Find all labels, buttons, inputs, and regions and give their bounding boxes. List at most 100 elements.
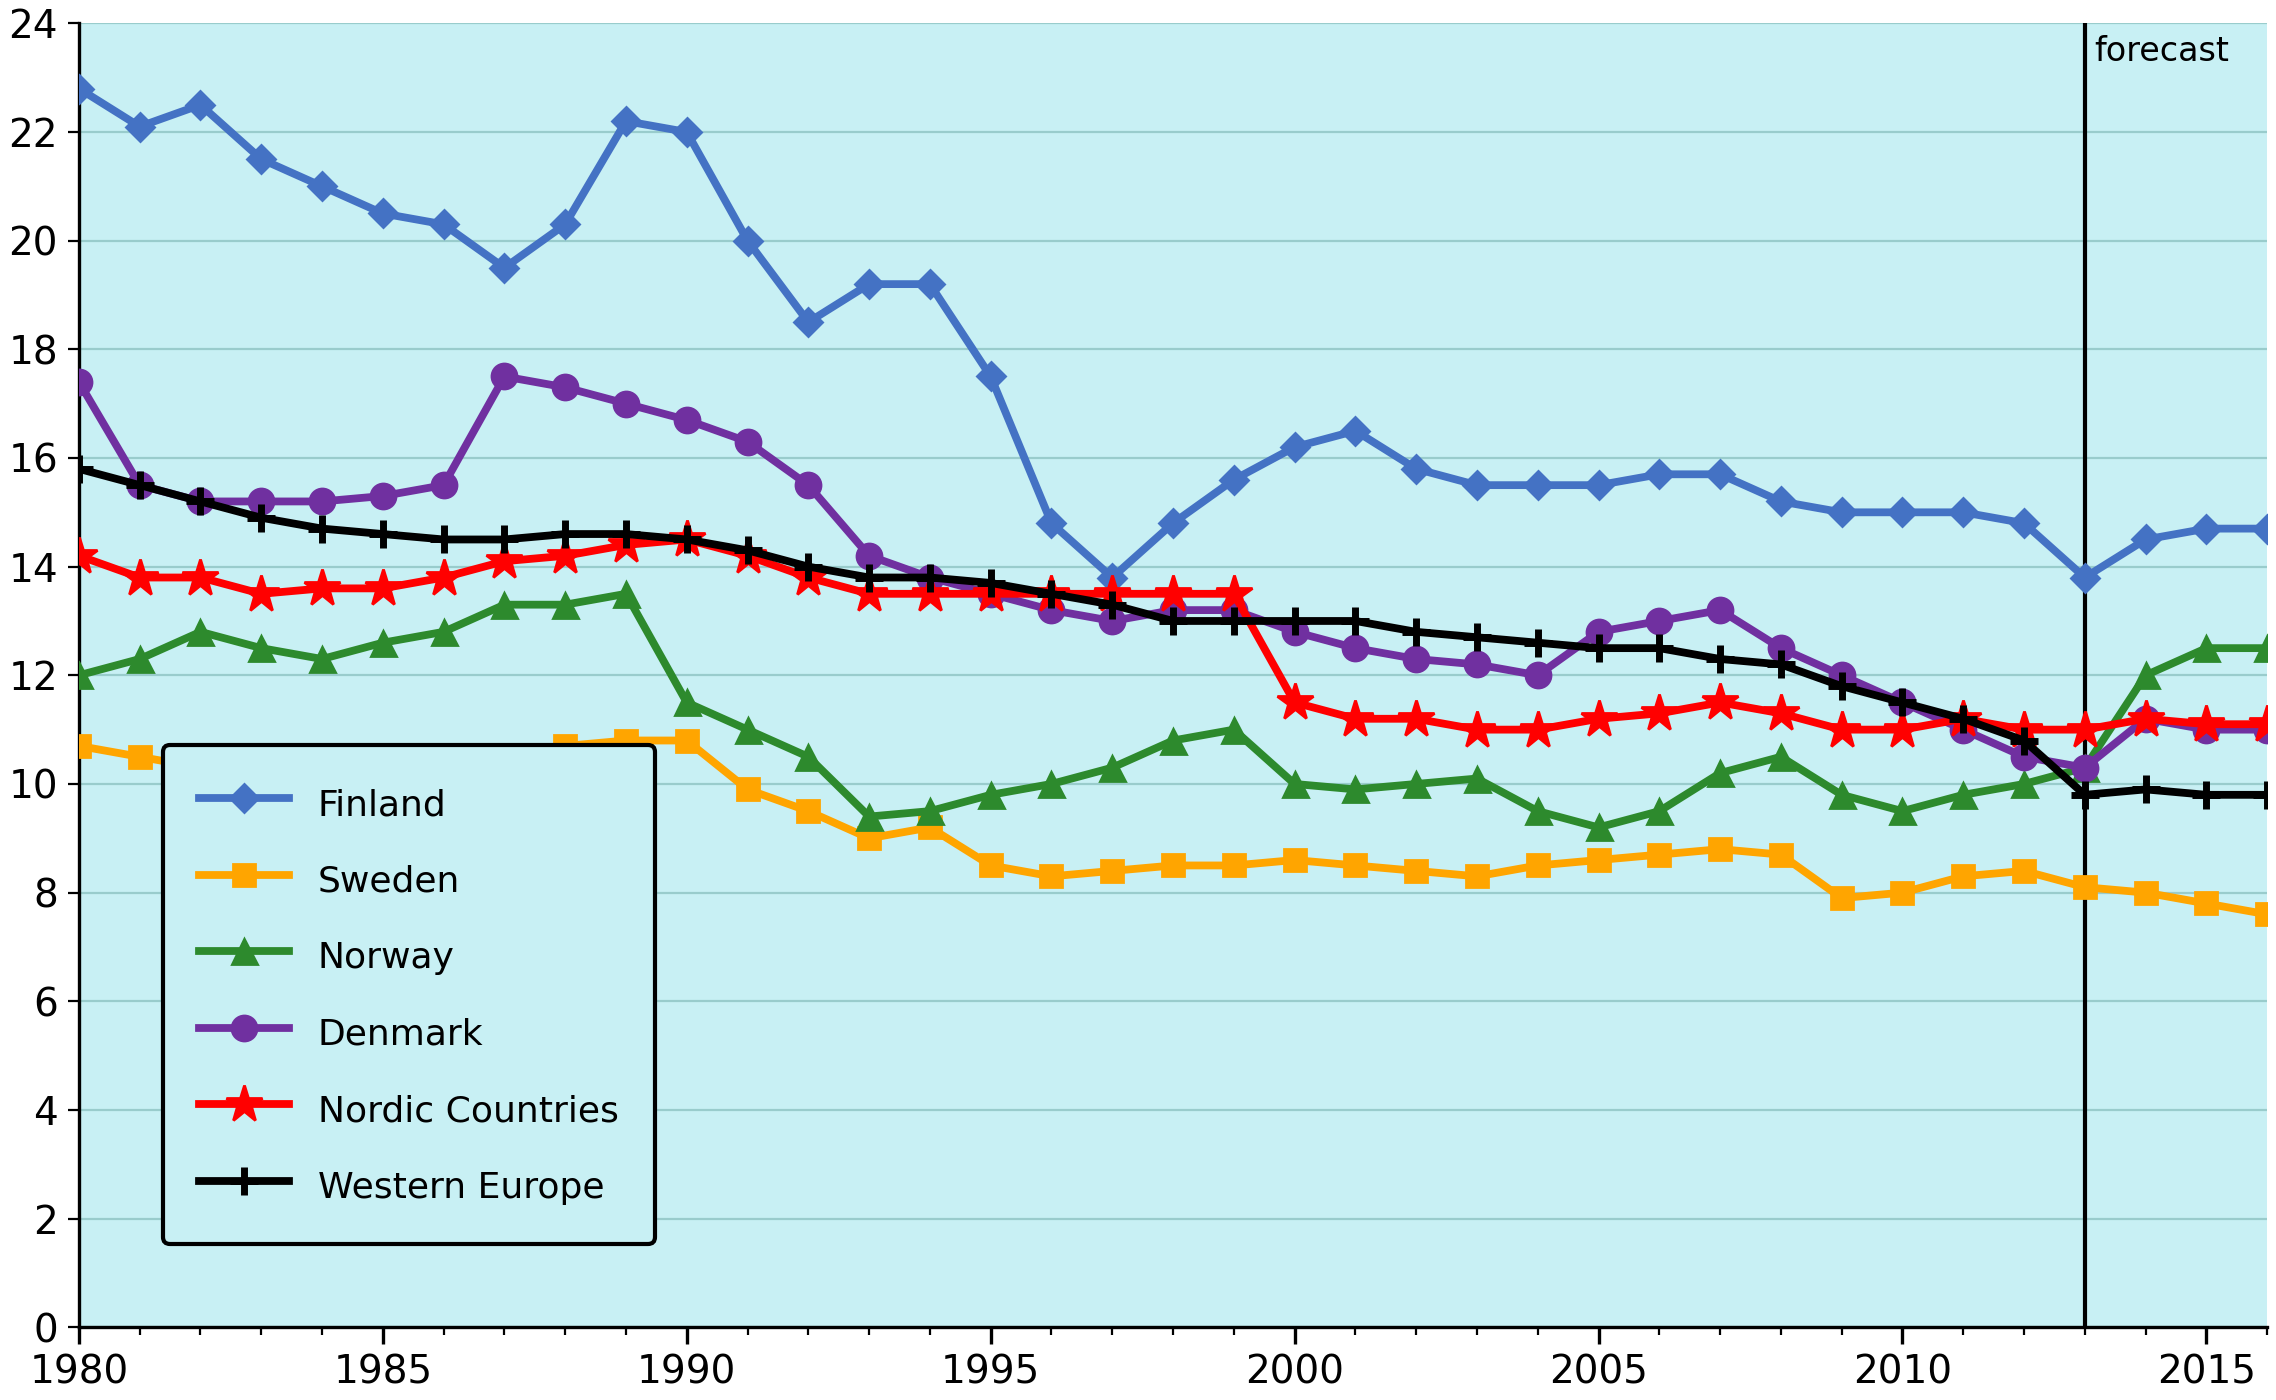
Denmark	[310, 493, 337, 510]
Western Europe	[369, 525, 396, 542]
Western Europe	[2071, 787, 2098, 804]
Finland	[1766, 493, 1793, 510]
Western Europe	[1281, 613, 1309, 630]
Nordic Countries	[1828, 721, 1855, 738]
Sweden	[125, 749, 152, 766]
Nordic Countries	[1158, 585, 1186, 602]
Sweden	[1766, 846, 1793, 862]
Finland	[551, 216, 578, 232]
Denmark	[492, 368, 519, 385]
Denmark	[125, 477, 152, 494]
Finland	[187, 97, 214, 113]
Denmark	[248, 493, 275, 510]
Nordic Countries	[1889, 721, 1916, 738]
Nordic Countries	[1220, 585, 1247, 602]
Nordic Countries	[1402, 710, 1429, 727]
Western Europe	[917, 570, 945, 587]
Legend: Finland, Sweden, Norway, Denmark, Nordic Countries, Western Europe: Finland, Sweden, Norway, Denmark, Nordic…	[162, 745, 655, 1245]
Finland	[1707, 466, 1734, 483]
Western Europe	[430, 531, 457, 547]
Western Europe	[612, 525, 640, 542]
Norway	[2071, 759, 2098, 776]
Nordic Countries	[1038, 585, 1065, 602]
Norway	[1099, 759, 1127, 776]
Finland	[1220, 472, 1247, 489]
Denmark	[66, 374, 93, 391]
Norway	[310, 651, 337, 668]
Finland	[1889, 504, 1916, 521]
Sweden	[2253, 906, 2276, 923]
Sweden	[187, 759, 214, 776]
Finland	[1402, 461, 1429, 477]
Sweden	[1646, 846, 1673, 862]
Finland	[1281, 438, 1309, 455]
Denmark	[369, 487, 396, 504]
Finland	[430, 216, 457, 232]
Finland	[674, 123, 701, 140]
Denmark	[1766, 640, 1793, 657]
Norway	[551, 596, 578, 613]
Norway	[794, 749, 822, 766]
Finland	[856, 276, 883, 293]
Western Europe	[1828, 678, 1855, 694]
Denmark	[1828, 666, 1855, 683]
Western Europe	[1402, 623, 1429, 640]
Denmark	[1646, 613, 1673, 630]
Norway	[66, 666, 93, 683]
Sweden	[1220, 857, 1247, 874]
Norway	[1220, 721, 1247, 738]
Finland	[733, 232, 760, 249]
Finland	[917, 276, 945, 293]
Denmark	[1220, 602, 1247, 619]
Nordic Countries	[1646, 706, 1673, 722]
Norway	[1766, 749, 1793, 766]
Western Europe	[551, 525, 578, 542]
Sweden	[1525, 857, 1552, 874]
Western Europe	[2253, 787, 2276, 804]
Finland	[1584, 477, 1611, 494]
Sweden	[369, 764, 396, 781]
Denmark	[2133, 710, 2160, 727]
Denmark	[1889, 694, 1916, 711]
Sweden	[1584, 851, 1611, 868]
Finland	[1158, 515, 1186, 532]
Norway	[1343, 781, 1370, 798]
Western Europe	[66, 461, 93, 477]
Norway	[1281, 776, 1309, 792]
Denmark	[674, 412, 701, 428]
Denmark	[2010, 749, 2037, 766]
Text: forecast: forecast	[2094, 35, 2228, 69]
Sweden	[794, 802, 822, 819]
Western Europe	[125, 477, 152, 494]
Denmark	[187, 493, 214, 510]
Finland	[2253, 521, 2276, 538]
Norway	[976, 787, 1004, 804]
Sweden	[1158, 857, 1186, 874]
Denmark	[976, 585, 1004, 602]
Nordic Countries	[1099, 585, 1127, 602]
Western Europe	[1951, 710, 1978, 727]
Denmark	[1343, 640, 1370, 657]
Denmark	[1584, 623, 1611, 640]
Denmark	[794, 477, 822, 494]
Finland	[1099, 570, 1127, 587]
Norway	[1463, 770, 1491, 787]
Nordic Countries	[248, 585, 275, 602]
Sweden	[1707, 841, 1734, 858]
Finland	[2071, 570, 2098, 587]
Western Europe	[1220, 613, 1247, 630]
Sweden	[66, 738, 93, 755]
Norway	[1158, 732, 1186, 749]
Finland	[612, 113, 640, 130]
Denmark	[430, 477, 457, 494]
Western Europe	[1525, 634, 1552, 651]
Line: Finland: Finland	[68, 78, 2276, 587]
Nordic Countries	[66, 547, 93, 564]
Sweden	[2010, 862, 2037, 879]
Denmark	[917, 570, 945, 587]
Sweden	[1038, 868, 1065, 885]
Denmark	[1951, 721, 1978, 738]
Denmark	[2253, 721, 2276, 738]
Sweden	[1463, 868, 1491, 885]
Western Europe	[1343, 613, 1370, 630]
